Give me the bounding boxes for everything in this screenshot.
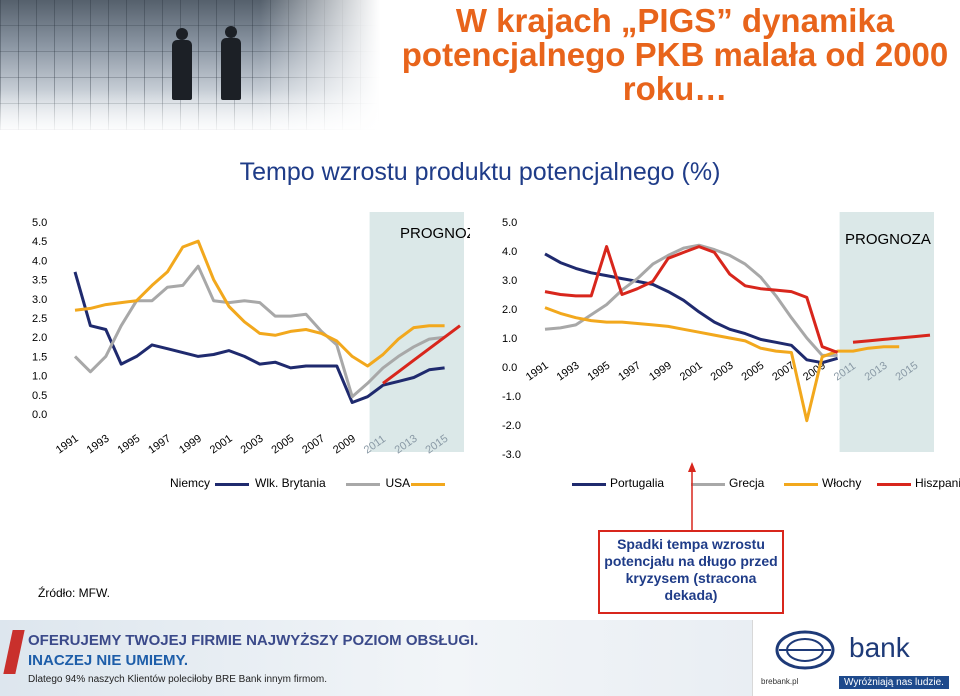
- series-line-forecast-3: [382, 324, 461, 385]
- y-tick-label: 0.5: [32, 390, 47, 402]
- legend-swatch: [345, 483, 380, 486]
- series-line-w-ochy: [544, 306, 900, 423]
- callout-box: Spadki tempa wzrostu potencjału na długo…: [598, 530, 784, 614]
- y-tick-label: 5.0: [32, 217, 47, 229]
- photo-fade: [260, 0, 380, 130]
- legend-label: Portugalia: [610, 476, 665, 490]
- y-tick-label: 4.0: [32, 255, 47, 267]
- y-tick-label: 3.5: [32, 275, 47, 287]
- y-tick-label: 1.0: [32, 371, 47, 383]
- y-tick-label: 3.0: [502, 275, 517, 287]
- series-line-hiszpania-forecast: [852, 333, 931, 344]
- ad-banner[interactable]: OFERUJEMY TWOJEJ FIRMIE NAJWYŻSZY POZIOM…: [0, 620, 960, 696]
- y-tick-label: -3.0: [502, 449, 521, 461]
- forecast-label: PROGNOZA: [400, 225, 470, 242]
- person-2-head: [225, 26, 237, 38]
- forecast-label: PROGNOZA: [845, 231, 931, 248]
- legend-swatch: [784, 483, 818, 486]
- y-tick-label: 4.0: [502, 246, 517, 258]
- people-silhouette-photo: [0, 0, 380, 130]
- series-line-hiszpania: [544, 245, 839, 354]
- y-tick-label: 0.0: [32, 409, 47, 421]
- source-note: Źródło: MFW.: [38, 586, 111, 600]
- legend-left: Niemcy Wlk. Brytania USA: [110, 476, 490, 492]
- bank-url[interactable]: brebank.pl: [761, 677, 799, 686]
- chart-subtitle: Tempo wzrostu produktu potencjalnego (%): [239, 158, 721, 186]
- y-tick-label: 2.5: [32, 313, 47, 325]
- y-tick-label: 0.0: [502, 362, 517, 374]
- forecast-band: [839, 212, 934, 452]
- y-tick-label: 2.0: [32, 332, 47, 344]
- y-tick-label: 2.0: [502, 304, 517, 316]
- legend-swatch: [877, 483, 911, 486]
- banner-line-3: Dlatego 94% naszych Klientów poleciłoby …: [28, 674, 328, 685]
- series-line-usa: [74, 239, 445, 368]
- legend-swatch: [572, 483, 606, 486]
- person-1-head: [176, 28, 188, 40]
- y-tick-label: 4.5: [32, 236, 47, 248]
- y-tick-label: 1.5: [32, 351, 47, 363]
- chart-svg: PROGNOZA 0.0 0.5 1.0 1.5 2.0 2.5 3.0 3.5 4.0 4.5 5.…: [32, 212, 470, 456]
- series-line-grecja: [544, 243, 838, 357]
- banner-logo-panel[interactable]: bank brebank.pl Wyróżniają nas ludzie.: [752, 620, 960, 696]
- y-tick-label: -1.0: [502, 391, 521, 403]
- y-tick-label: 3.0: [32, 294, 47, 306]
- banner-line-2: INACZEJ NIE UMIEMY.: [28, 652, 189, 669]
- legend-label: Hiszpania: [915, 476, 960, 490]
- series-line-portugalia: [544, 252, 839, 365]
- bank-slogan: Wyróżniają nas ludzie.: [839, 676, 949, 689]
- legend-swatch: [215, 483, 249, 486]
- legend-swatch: [411, 483, 445, 486]
- legend-label: Niemcy: [170, 476, 211, 490]
- person-2-body: [221, 38, 241, 100]
- page-title: W krajach „PIGS” dynamika potencjalnego …: [401, 2, 949, 107]
- chart-svg: PROGNOZA-3.0-2.0-1.00.01.02.03.04.05.019…: [502, 212, 934, 461]
- banner-text-panel[interactable]: OFERUJEMY TWOJEJ FIRMIE NAJWYŻSZY POZIOM…: [0, 620, 752, 696]
- banner-accent-mark: [3, 630, 25, 674]
- series-line-niemcy: [73, 271, 445, 404]
- y-tick-label: -2.0: [502, 420, 521, 432]
- forecast-band: [369, 212, 464, 452]
- banner-line-1: OFERUJEMY TWOJEJ FIRMIE NAJWYŻSZY POZIOM…: [28, 632, 479, 649]
- legend-label: Grecja: [729, 476, 765, 490]
- person-1-body: [172, 40, 192, 100]
- legend-label: Włochy: [822, 476, 862, 490]
- chart-left: PROGNOZA 0.0 0.5 1.0 1.5 2.0 2.5 3.0 3.5 4.0 4.5 5.…: [30, 210, 470, 475]
- legend-right: Portugalia Grecja Włochy Hiszpania: [560, 476, 960, 492]
- legend-label: USA: [385, 476, 411, 490]
- chart-right: PROGNOZA -3.0 -2.0 -1.0 0.0 1.0 2.0 3.0 4.0 5.0 19…: [500, 210, 940, 475]
- y-tick-label: 5.0: [502, 217, 517, 229]
- bank-brand-name: bank: [849, 632, 910, 663]
- y-tick-label: 1.0: [502, 333, 517, 345]
- legend-label: Wlk. Brytania: [255, 476, 326, 490]
- bre-bank-logo-icon: [775, 630, 835, 670]
- legend-swatch: [691, 483, 725, 486]
